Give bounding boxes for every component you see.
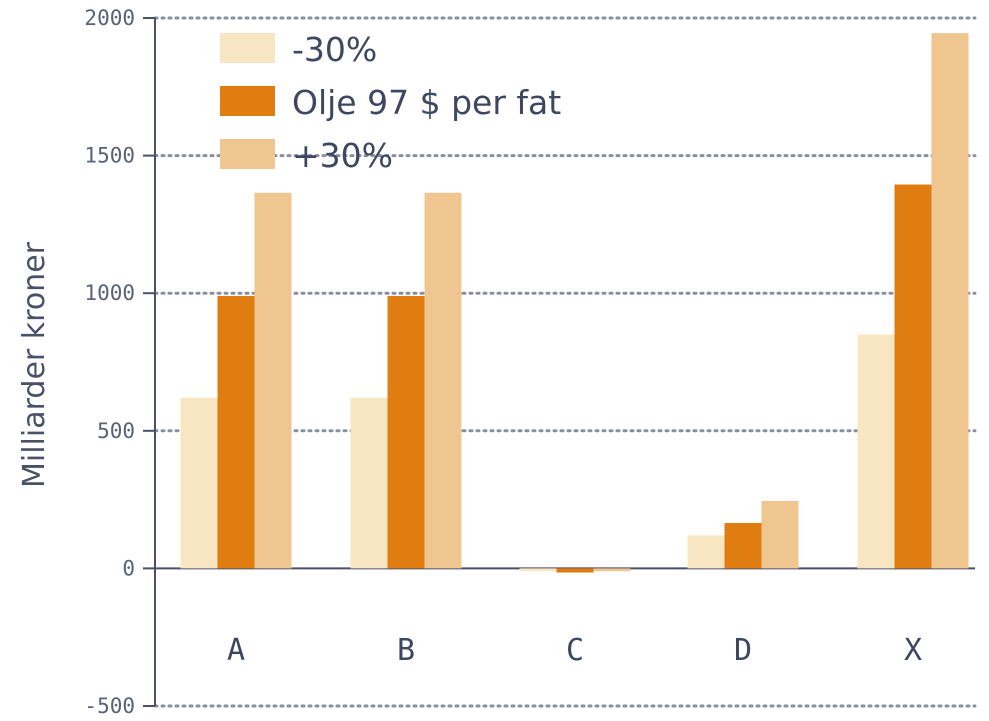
bar xyxy=(519,568,557,572)
bar xyxy=(724,522,762,569)
x-tick-label: X xyxy=(904,633,922,668)
y-tick-label: -500 xyxy=(84,694,135,718)
legend-label: Olje 97 $ per fat xyxy=(292,83,561,122)
bar xyxy=(857,334,895,569)
bar xyxy=(556,568,594,573)
legend-swatch xyxy=(220,86,275,116)
legend-swatch xyxy=(220,139,275,169)
bar xyxy=(217,295,255,569)
bar xyxy=(894,184,932,569)
bar xyxy=(593,568,631,572)
x-tick-label: B xyxy=(397,633,415,668)
x-tick-label: C xyxy=(566,633,584,668)
bar xyxy=(761,500,799,569)
legend-swatch xyxy=(220,33,275,63)
bars xyxy=(180,33,969,573)
x-tick-label: A xyxy=(227,633,245,668)
bar xyxy=(687,535,725,569)
legend-label: -30% xyxy=(292,30,377,69)
y-tick-label: 2000 xyxy=(84,6,135,30)
bar xyxy=(387,295,425,569)
x-tick-label: D xyxy=(734,633,752,668)
bar xyxy=(424,192,462,569)
bar xyxy=(931,33,969,569)
legend-label: +30% xyxy=(292,136,393,175)
bar xyxy=(180,397,218,569)
y-tick-label: 1000 xyxy=(84,281,135,305)
y-tick-label: 0 xyxy=(122,556,135,580)
axis-labels: -500 0 500 1000 1500 2000 A B C D X xyxy=(84,6,922,718)
y-tick-label: 500 xyxy=(97,419,135,443)
y-axis-label: Milliarder kroner xyxy=(17,241,52,488)
bar xyxy=(254,192,292,569)
bar xyxy=(350,397,388,569)
legend: -30% Olje 97 $ per fat +30% xyxy=(220,30,561,175)
y-tick-label: 1500 xyxy=(84,144,135,168)
